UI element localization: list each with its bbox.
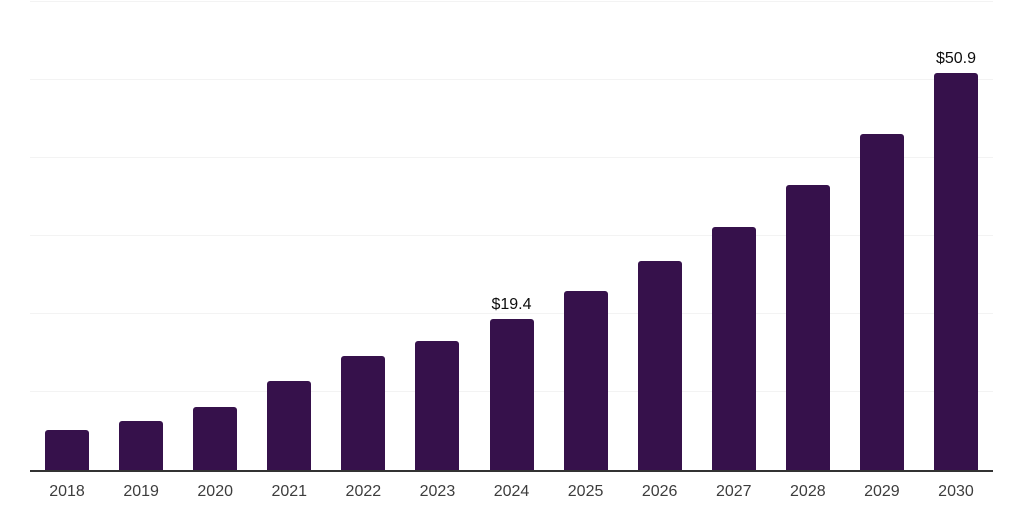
x-tick-2018: 2018 [49,483,85,500]
x-tick-2024: 2024 [493,483,530,500]
bar-2027 [711,227,756,470]
bars-row: $19.4 $50.9 [30,2,993,470]
bar-2028 [785,184,830,470]
x-tick-2028: 2028 [790,483,826,500]
x-tick-2020: 2020 [197,483,233,500]
bar-cell-2023 [400,2,474,470]
x-tick-2030: 2030 [938,483,974,500]
bar-cell-2024: $19.4 [474,2,548,470]
x-tick-2026: 2026 [641,483,678,500]
bar-2024 [489,318,534,470]
x-tick-2029: 2029 [864,483,900,500]
bar-cell-2029 [845,2,919,470]
bar-cell-2025 [549,2,623,470]
x-tick-2019: 2019 [123,483,159,500]
x-axis-labels: 2018 2019 2020 2021 2022 2023 2024 2025 2026 2027… [30,482,993,502]
gridline-50 [30,79,993,80]
bar-cell-2018 [30,2,104,470]
gridline-40 [30,157,993,159]
gridline-30 [30,235,993,236]
bar-cell-2021 [252,2,326,470]
bar-2020 [193,406,238,470]
bar-2030 [933,72,978,470]
bar-2018 [45,430,90,470]
bar-2021 [267,381,312,470]
bar-2029 [859,133,904,470]
bar-2023 [415,340,460,470]
x-tick-2027: 2027 [715,483,752,500]
bar-cell-2019 [104,2,178,470]
x-tick-2021: 2021 [271,483,308,500]
plot-area: $19.4 $50.9 [30,1,993,472]
bar-cell-2026 [623,2,697,470]
x-tick-2022: 2022 [345,483,382,500]
bar-cell-2022 [326,2,400,470]
bar-2019 [119,420,164,470]
gridline-60 [30,1,993,2]
bar-2026 [637,260,682,470]
bar-cell-2020 [178,2,252,470]
bar-2022 [341,356,386,470]
x-tick-2023: 2023 [419,483,456,500]
gridline-20 [30,313,993,315]
bar-cell-2030: $50.9 [919,2,993,470]
bar-2025 [563,291,608,470]
x-tick-2025: 2025 [567,483,604,500]
bar-cell-2027 [697,2,771,470]
bar-cell-2028 [771,2,845,470]
